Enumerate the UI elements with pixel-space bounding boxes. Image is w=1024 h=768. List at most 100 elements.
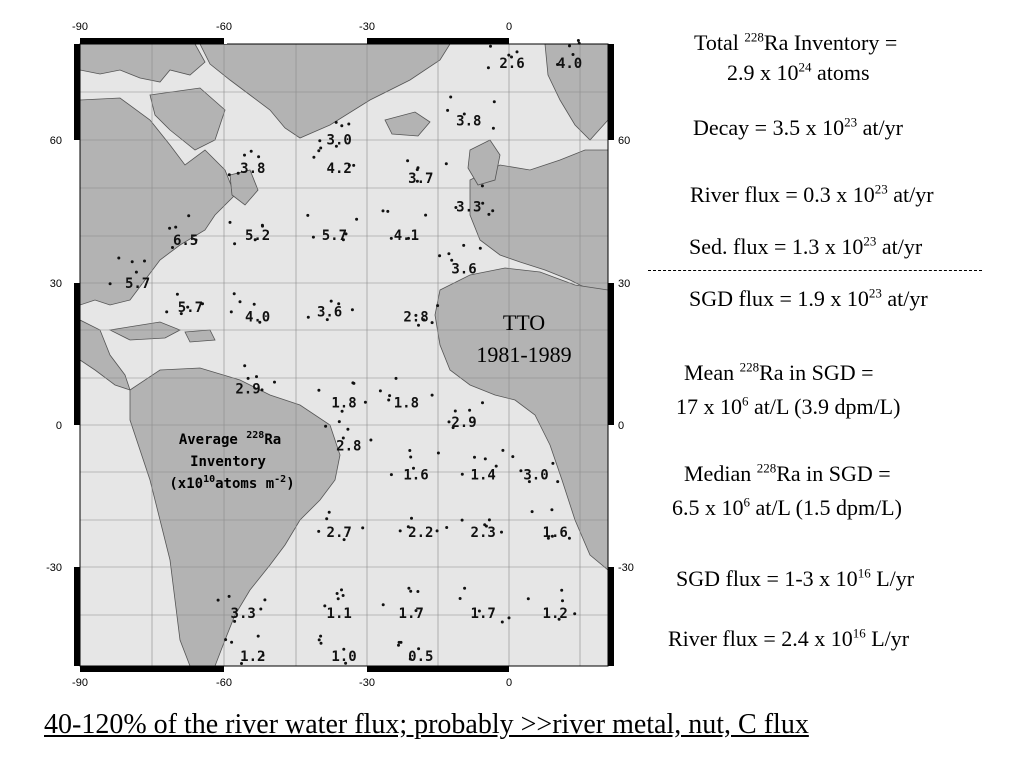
cell-value: 1.0 [331,649,356,665]
lon-tick-top-4: 0 [506,21,512,33]
cell-value: 1.6 [543,525,568,541]
station-dot [487,212,491,216]
station-dot [352,163,356,167]
cell-value: 1.2 [543,606,568,622]
station-dot [458,597,462,600]
station-dot [397,643,400,647]
cell-value: 5.7 [322,228,347,244]
cell-value: 1.6 [403,467,428,483]
station-dot [489,44,492,48]
cell-value: 1.8 [331,396,356,412]
mean-sgd-value: 17 x 106 at/L (3.9 dpm/L) [676,393,901,419]
station-dot [409,589,413,593]
station-dot [340,409,344,413]
station-dot [451,426,455,430]
station-dot [527,480,531,484]
station-dot [407,586,411,590]
station-dot [460,518,464,522]
cell-value: 2.2 [408,525,433,541]
station-dot [501,448,505,452]
sed-flux-stat: Sed. flux = 1.3 x 1023 at/yr [689,233,923,259]
station-dot [417,323,420,327]
cell-value: 6.5 [173,233,198,249]
station-dot [263,598,267,602]
station-dot [317,388,321,392]
station-dot [228,220,232,224]
station-dot [449,95,453,99]
station-dot [477,609,481,613]
station-dot [468,408,472,412]
station-dot [312,155,316,159]
cell-value: 2.6 [499,56,524,72]
station-dots [108,39,581,665]
station-dot [233,242,237,246]
cell-value: 4.2 [327,161,352,177]
station-dot [424,213,428,217]
station-dot [311,235,315,239]
frame-ticks [74,38,614,672]
station-dot [344,661,348,665]
cell-value: 3.0 [327,133,352,149]
conclusion-text: 40-120% of the river water flux; probabl… [44,709,809,740]
station-dot [232,292,236,296]
station-dot [355,217,359,221]
inventory-legend-line2: Inventory [190,454,266,470]
station-dot [491,126,495,130]
station-dot [480,184,484,188]
station-dot [340,124,344,128]
station-dot [560,588,564,592]
station-dot [462,243,466,247]
station-dot [430,393,434,397]
station-dot [108,282,112,286]
cell-values: 2.6 4.0 3.8 3.0 3.8 4.2 3.7 3.3 6.5 5.2 5.7 4.1 3.6 5… [125,56,582,665]
station-dot [500,620,504,624]
river-flux-stat: River flux = 0.3 x 1023 at/yr [690,181,934,207]
cell-value: 1.8 [394,396,419,412]
station-dot [243,364,247,368]
station-dot [436,451,440,455]
station-dot [551,461,555,465]
cell-value: 3.8 [456,113,481,129]
station-dot [422,318,426,322]
cell-value: 5.2 [245,228,270,244]
total-inventory-value: 2.9 x 1024 atoms [727,59,870,85]
station-dot [260,388,264,392]
station-dot [186,305,190,309]
median-sgd-label: Median 228Ra in SGD = [684,460,891,486]
station-dot [335,592,339,595]
lon-tick-bottom-2: -60 [216,677,232,689]
station-dot [567,536,571,540]
station-dot [435,529,439,533]
station-dot [415,179,419,183]
station-dot [130,260,134,264]
station-dot [317,638,321,642]
lon-tick-top-3: -30 [359,21,375,33]
station-dot [515,50,519,54]
arctic-islands [80,44,206,83]
station-dot [381,209,385,213]
station-dot [341,238,345,242]
station-dot [447,252,451,256]
cell-value: 5.7 [178,300,203,316]
station-dot [444,162,448,166]
cell-value: 3.3 [231,606,256,622]
station-dot [557,617,561,621]
lat-tick-left-4: -30 [46,562,62,574]
tto-label: TTO [503,310,545,335]
station-dot [510,55,513,59]
station-dot [249,149,253,153]
station-dot [143,259,146,263]
station-dot [334,120,338,124]
cell-value: 0.5 [408,649,433,665]
inventory-legend-line3: (x1010atoms m-2) [169,474,294,492]
station-dot [481,401,484,405]
station-dot [243,153,246,157]
station-dot [165,310,169,314]
cell-value: 3.0 [523,467,548,483]
atlantic-map: -90 -60 -30 0 -90 -60 -30 0 60 30 0 -30 … [46,21,634,689]
lat-tick-right-1: 60 [618,135,630,147]
station-dot [273,380,276,384]
station-dot [409,455,413,459]
caribbean-islands [108,321,181,341]
decay-stat: Decay = 3.5 x 1023 at/yr [693,114,903,140]
